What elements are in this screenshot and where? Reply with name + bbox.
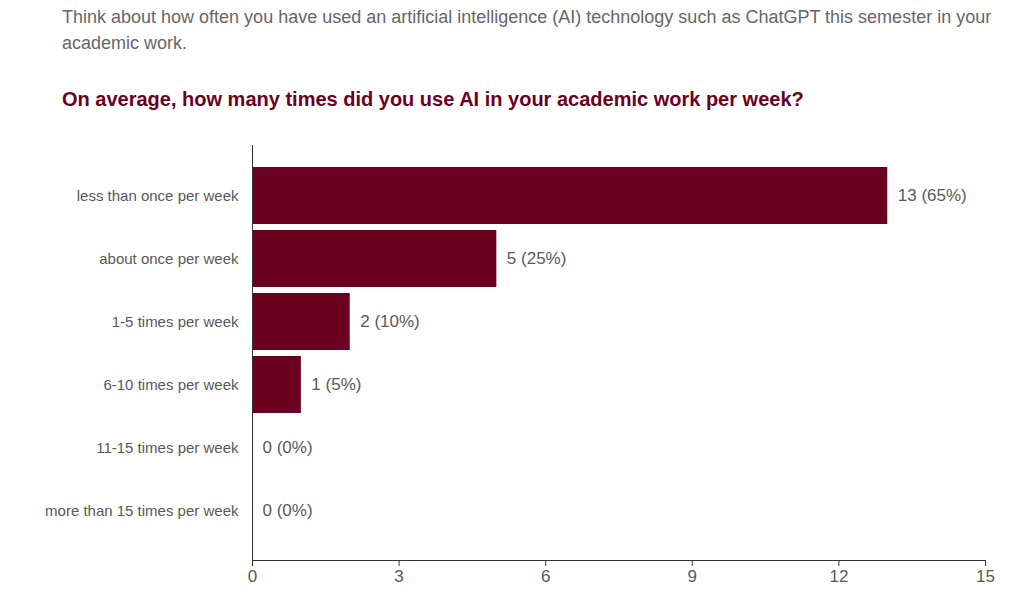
svg-text:2 (10%): 2 (10%) bbox=[360, 312, 420, 331]
svg-text:0 (0%): 0 (0%) bbox=[263, 438, 313, 457]
svg-text:more than 15 times per week: more than 15 times per week bbox=[45, 502, 239, 519]
svg-text:1 (5%): 1 (5%) bbox=[311, 375, 361, 394]
svg-text:0 (0%): 0 (0%) bbox=[263, 501, 313, 520]
svg-text:6-10 times per week: 6-10 times per week bbox=[103, 376, 239, 393]
svg-text:6: 6 bbox=[541, 567, 550, 586]
svg-text:3: 3 bbox=[394, 567, 403, 586]
svg-text:15: 15 bbox=[976, 567, 995, 586]
svg-text:12: 12 bbox=[829, 567, 848, 586]
svg-text:about once per week: about once per week bbox=[99, 250, 239, 267]
html-text:On average, how many times did: On average, how many times did you use A… bbox=[62, 88, 804, 110]
svg-text:9: 9 bbox=[688, 567, 697, 586]
html-text:Think about how often you have: Think about how often you have used an a… bbox=[62, 7, 992, 53]
svg-text:13 (65%): 13 (65%) bbox=[898, 186, 967, 205]
svg-text:0: 0 bbox=[248, 567, 257, 586]
svg-text:11-15 times per week: 11-15 times per week bbox=[96, 439, 239, 456]
svg-text:less than once per week: less than once per week bbox=[77, 187, 239, 204]
svg-text:5 (25%): 5 (25%) bbox=[507, 249, 567, 268]
svg-text:1-5 times per week: 1-5 times per week bbox=[112, 313, 239, 330]
